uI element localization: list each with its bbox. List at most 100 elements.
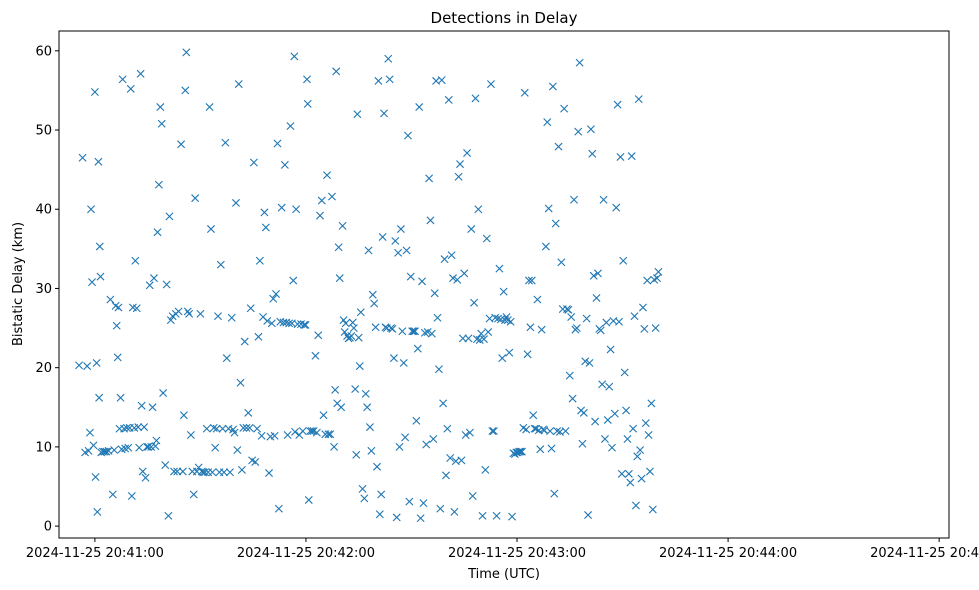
data-point — [420, 328, 429, 337]
data-point — [489, 427, 498, 436]
data-point — [127, 492, 136, 501]
data-point — [196, 309, 205, 318]
y-tick: 10 — [35, 440, 59, 455]
data-point — [303, 75, 311, 84]
data-point — [106, 295, 115, 304]
data-point — [533, 295, 542, 304]
data-point — [253, 424, 262, 433]
data-point — [582, 314, 591, 323]
data-point — [164, 511, 173, 520]
x-tick-label: 2024-11-25 20:44:00 — [659, 546, 797, 561]
data-point — [185, 309, 194, 318]
data-point — [356, 308, 365, 317]
data-point — [245, 423, 254, 432]
data-point — [351, 385, 360, 394]
data-point — [189, 490, 198, 499]
data-point — [523, 350, 532, 359]
data-point — [370, 299, 379, 308]
data-point — [95, 393, 104, 402]
y-tick: 50 — [35, 124, 59, 139]
data-point — [418, 277, 427, 286]
data-point — [467, 225, 476, 234]
data-point — [234, 80, 243, 89]
y-tick-label: 30 — [35, 282, 52, 297]
data-point — [554, 142, 563, 151]
data-point — [182, 48, 191, 57]
data-point — [541, 242, 550, 251]
data-point — [233, 446, 242, 455]
data-point — [137, 401, 146, 410]
data-point — [603, 415, 612, 424]
data-point — [251, 457, 260, 466]
data-point — [316, 211, 325, 220]
data-point — [641, 419, 650, 428]
data-point — [161, 461, 170, 470]
data-point — [651, 324, 660, 333]
data-point — [474, 205, 483, 214]
data-point — [179, 411, 188, 420]
data-point — [267, 319, 276, 328]
data-point — [225, 468, 234, 477]
data-point — [637, 474, 646, 483]
data-point — [557, 258, 566, 267]
data-point — [202, 424, 211, 433]
data-point — [183, 307, 192, 316]
data-point — [144, 442, 153, 451]
data-point — [446, 454, 455, 462]
y-tick: 0 — [44, 520, 59, 535]
data-point — [324, 430, 333, 439]
data-point — [257, 431, 266, 440]
data-point — [633, 452, 642, 461]
data-point — [326, 430, 335, 439]
data-point — [108, 490, 117, 499]
data-point — [589, 271, 598, 280]
data-point — [553, 427, 562, 436]
data-point — [154, 180, 163, 189]
data-point — [647, 399, 656, 408]
data-point — [361, 389, 370, 398]
data-point — [327, 192, 336, 201]
data-point — [530, 424, 539, 433]
data-point — [401, 433, 410, 442]
data-point — [423, 328, 432, 337]
data-point — [471, 94, 480, 103]
data-point — [403, 131, 412, 140]
data-point — [303, 99, 312, 108]
data-point — [301, 320, 310, 329]
data-point — [118, 75, 127, 84]
data-point — [181, 86, 190, 95]
data-point — [261, 223, 270, 232]
data-point — [349, 324, 358, 333]
data-point — [131, 256, 140, 265]
data-point — [478, 511, 487, 520]
data-point — [450, 507, 459, 516]
data-point — [465, 428, 474, 437]
data-point — [472, 335, 481, 344]
data-point — [406, 272, 415, 281]
data-point — [608, 443, 616, 452]
data-point — [385, 75, 394, 84]
data-point — [395, 442, 404, 451]
data-point — [412, 416, 421, 425]
data-point — [619, 256, 628, 265]
data-point — [136, 69, 145, 78]
data-point — [627, 152, 636, 161]
y-axis-label: Bistatic Delay (km) — [11, 222, 26, 346]
data-point — [593, 269, 602, 278]
data-point — [439, 399, 448, 408]
x-axis: 2024-11-25 20:41:00 2024-11-25 20:42:00 20… — [26, 538, 979, 561]
data-point — [205, 103, 214, 112]
data-point — [317, 196, 326, 205]
data-point — [126, 84, 135, 93]
data-point — [211, 443, 220, 452]
data-point — [653, 274, 662, 283]
data-point — [623, 434, 632, 443]
data-point — [377, 490, 386, 499]
data-point — [484, 328, 493, 337]
data-point — [165, 212, 174, 221]
data-point — [399, 358, 408, 367]
data-point — [453, 275, 462, 284]
data-point — [470, 298, 479, 307]
x-tick-label: 2024-11-25 20:41:00 — [26, 546, 164, 561]
